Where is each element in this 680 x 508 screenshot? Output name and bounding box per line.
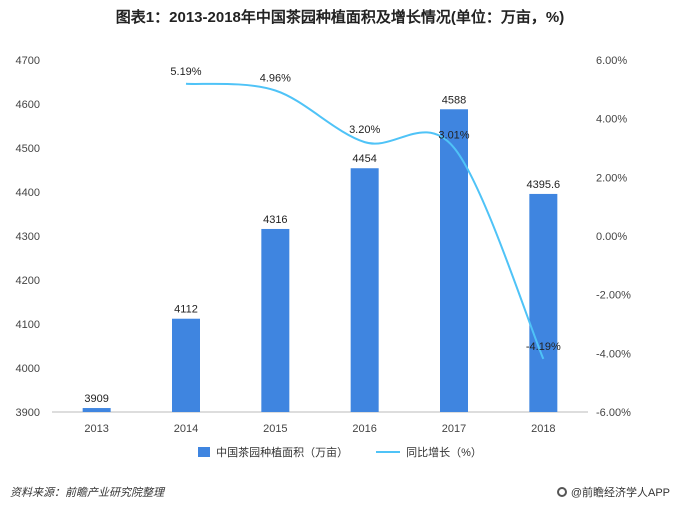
bar-data-label: 4112 (174, 304, 198, 316)
bar-data-labels: 3909 4112 4316 4454 4588 4395.6 (84, 94, 560, 405)
x-tick-label: 2015 (263, 423, 287, 435)
left-tick-label: 3900 (16, 407, 40, 419)
legend-label-growth: 同比增长（%） (406, 447, 482, 459)
growth-line (185, 82, 545, 360)
brand-credit: @前瞻经济学人APP (556, 484, 670, 500)
left-tick-label: 4600 (16, 99, 40, 111)
line-data-label: 3.20% (349, 124, 380, 136)
legend: 中国茶园种植面积（万亩） 同比增长（%） (0, 444, 680, 460)
left-tick-label: 4000 (16, 363, 40, 375)
x-tick-label: 2016 (352, 423, 376, 435)
left-tick-label: 4200 (16, 275, 40, 287)
bar-data-label: 3909 (84, 393, 108, 405)
right-tick-label: -2.00% (596, 290, 631, 302)
bar-series (82, 109, 558, 412)
x-tick-label: 2014 (174, 423, 198, 435)
bar-data-label: 4454 (352, 153, 376, 165)
legend-bar-swatch (198, 447, 211, 457)
right-tick-label: 0.00% (596, 231, 627, 243)
line-data-label: 4.96% (260, 73, 291, 85)
source-note: 资料来源：前瞻产业研究院整理 (10, 487, 164, 499)
right-tick-label: -4.00% (596, 348, 631, 360)
chart-title: 图表1：2013-2018年中国茶园种植面积及增长情况(单位：万亩，%) (115, 9, 565, 26)
line-data-label: -4.19% (526, 341, 561, 353)
left-tick-label: 4400 (16, 187, 40, 199)
bar (440, 109, 468, 412)
right-tick-label: -6.00% (596, 407, 631, 419)
x-tick-label: 2013 (84, 423, 108, 435)
bar (172, 318, 200, 412)
x-tick-label: 2018 (531, 423, 555, 435)
brand-logo-icon (556, 487, 567, 497)
legend-label-area: 中国茶园种植面积（万亩） (216, 447, 349, 459)
line-data-labels: 5.19% 4.96% 3.20% 3.01% -4.19% (170, 66, 561, 353)
right-axis: -6.00% -4.00% -2.00% 0.00% 2.00% 4.00% 6.00% (596, 55, 631, 419)
left-tick-label: 4700 (16, 55, 40, 67)
bar (529, 193, 558, 412)
right-tick-label: 2.00% (596, 172, 627, 184)
bar (350, 168, 379, 412)
legend-item-area: 中国茶园种植面积（万亩） (198, 444, 348, 460)
legend-item-growth: 同比增长（%） (376, 444, 482, 460)
bar (261, 228, 290, 412)
bar-data-label: 4588 (442, 94, 466, 106)
x-axis: 2013 2014 2015 2016 2017 2018 (84, 423, 555, 435)
combo-chart: 3900 4000 4100 4200 4300 4400 4500 4600 4700 -6.… (16, 55, 632, 435)
bar-data-label: 4395.6 (527, 179, 561, 191)
right-tick-label: 4.00% (596, 114, 627, 126)
left-tick-label: 4300 (16, 231, 40, 243)
bar (82, 408, 111, 412)
legend-line-swatch (376, 451, 401, 453)
brand-text: @前瞻经济学人APP (570, 487, 670, 499)
right-tick-label: 6.00% (596, 55, 627, 67)
left-tick-label: 4500 (16, 143, 40, 155)
left-tick-label: 4100 (16, 319, 40, 331)
bar-data-label: 4316 (263, 214, 287, 226)
line-data-label: 3.01% (438, 130, 469, 142)
x-tick-label: 2017 (442, 423, 466, 435)
left-axis: 3900 4000 4100 4200 4300 4400 4500 4600 4700 (16, 55, 40, 419)
line-data-label: 5.19% (170, 66, 201, 78)
